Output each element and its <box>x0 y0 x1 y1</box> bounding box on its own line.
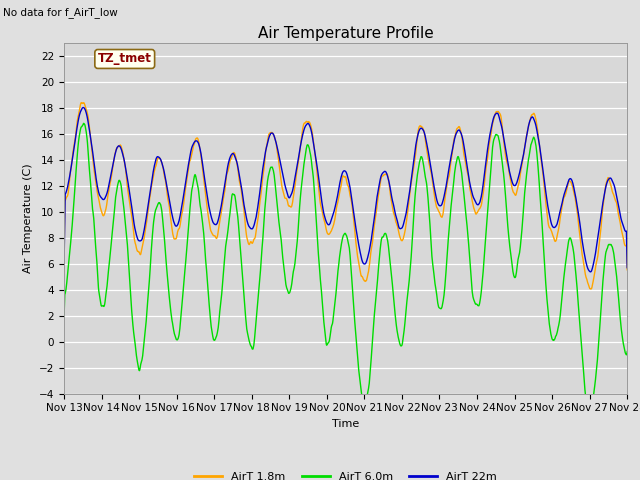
AirT 1.8m <box>186 158 193 164</box>
AirT 22m <box>79 105 87 110</box>
Text: No data for f_AirT_low: No data for f_AirT_low <box>3 7 118 18</box>
AirT 22m <box>249 226 257 231</box>
AirT 1.8m <box>557 212 564 218</box>
AirT 1.8m <box>433 205 441 211</box>
X-axis label: Time: Time <box>332 419 359 429</box>
AirT 1.8m <box>77 100 85 106</box>
Line: AirT 6.0m: AirT 6.0m <box>64 123 627 417</box>
AirT 6.0m <box>507 252 515 257</box>
AirT 22m <box>60 265 68 271</box>
AirT 6.0m <box>60 316 68 322</box>
AirT 6.0m <box>80 120 88 126</box>
AirT 22m <box>507 175 515 180</box>
AirT 22m <box>186 155 193 161</box>
AirT 6.0m <box>557 308 564 314</box>
AirT 1.8m <box>588 286 595 292</box>
AirT 22m <box>587 269 595 275</box>
AirT 22m <box>172 223 180 229</box>
AirT 1.8m <box>249 240 257 246</box>
Line: AirT 1.8m: AirT 1.8m <box>64 103 627 289</box>
AirT 6.0m <box>623 349 631 355</box>
AirT 1.8m <box>60 269 68 275</box>
AirT 6.0m <box>186 210 193 216</box>
AirT 1.8m <box>507 179 515 184</box>
AirT 22m <box>623 265 631 271</box>
Title: Air Temperature Profile: Air Temperature Profile <box>258 25 433 41</box>
AirT 1.8m <box>623 267 631 273</box>
AirT 6.0m <box>433 297 441 303</box>
AirT 6.0m <box>584 414 592 420</box>
Legend: AirT 1.8m, AirT 6.0m, AirT 22m: AirT 1.8m, AirT 6.0m, AirT 22m <box>190 467 501 480</box>
AirT 22m <box>433 199 441 205</box>
Line: AirT 22m: AirT 22m <box>64 108 627 272</box>
AirT 6.0m <box>172 336 180 342</box>
Y-axis label: Air Temperature (C): Air Temperature (C) <box>23 164 33 273</box>
AirT 22m <box>557 206 564 212</box>
Text: TZ_tmet: TZ_tmet <box>98 52 152 65</box>
AirT 1.8m <box>172 236 180 242</box>
AirT 6.0m <box>249 346 257 352</box>
